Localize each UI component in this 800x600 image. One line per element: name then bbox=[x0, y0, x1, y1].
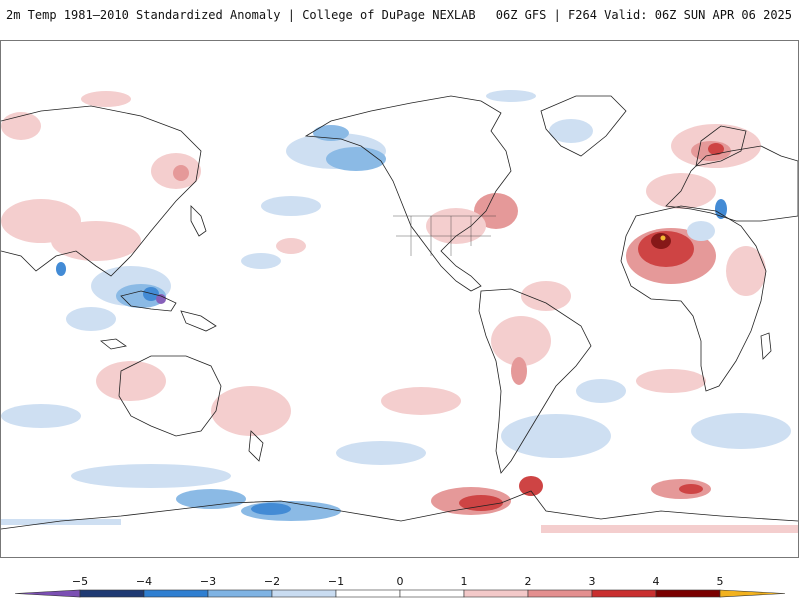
colorbar-tick-label: 3 bbox=[588, 575, 596, 588]
model-valid-time: 06Z GFS | F264 Valid: 06Z SUN APR 06 202… bbox=[495, 8, 792, 22]
colorbar-segment bbox=[527, 589, 593, 598]
colorbar-segment bbox=[207, 589, 273, 598]
map-title: 2m Temp 1981–2010 Standardized Anomaly |… bbox=[6, 8, 476, 22]
colorbar-tick-label: −1 bbox=[327, 575, 345, 588]
coastlines bbox=[1, 95, 798, 530]
colorbar-boxes bbox=[14, 589, 786, 598]
anomaly-shading bbox=[1, 90, 798, 533]
colorbar-segment bbox=[655, 589, 721, 598]
colorbar-svg bbox=[14, 589, 786, 598]
colorbar-segment bbox=[143, 589, 209, 598]
political-boundaries bbox=[393, 215, 496, 256]
colorbar: −5 −4 −3 −2 −1 0 1 2 3 4 5 bbox=[0, 570, 800, 600]
colorbar-segment bbox=[399, 589, 465, 598]
colorbar-tick-label: 0 bbox=[396, 575, 404, 588]
colorbar-segment bbox=[591, 589, 657, 598]
colorbar-segment bbox=[271, 589, 337, 598]
colorbar-segment bbox=[335, 589, 401, 598]
map-svg bbox=[1, 90, 798, 533]
header: 2m Temp 1981–2010 Standardized Anomaly |… bbox=[0, 0, 800, 40]
colorbar-segment bbox=[463, 589, 529, 598]
colorbar-tick-label: 1 bbox=[460, 575, 468, 588]
colorbar-segment bbox=[719, 589, 786, 598]
colorbar-tick-label: −4 bbox=[135, 575, 153, 588]
colorbar-tick-label: −2 bbox=[263, 575, 281, 588]
colorbar-tick-label: −5 bbox=[71, 575, 89, 588]
colorbar-tick-label: −3 bbox=[199, 575, 217, 588]
colorbar-segment bbox=[14, 589, 81, 598]
anomaly-map bbox=[0, 40, 799, 558]
colorbar-tick-label: 5 bbox=[716, 575, 724, 588]
colorbar-tick-label: 2 bbox=[524, 575, 532, 588]
colorbar-segment bbox=[79, 589, 145, 598]
colorbar-tick-label: 4 bbox=[652, 575, 660, 588]
